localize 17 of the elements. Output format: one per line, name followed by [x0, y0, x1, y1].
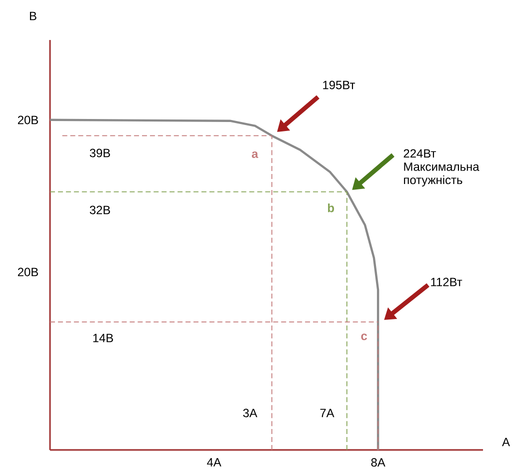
annotation: 32В	[90, 206, 110, 214]
x-tick-label: 4А	[206, 458, 222, 466]
text: 20В	[18, 268, 38, 276]
annotation: 7А	[320, 408, 334, 418]
ref-line-label: a	[252, 151, 258, 158]
text: 195Вт	[323, 80, 356, 90]
ref-line-label: b	[328, 203, 334, 212]
text: В	[30, 12, 36, 20]
annotation: 224Вт Максимальна потужність	[404, 149, 480, 187]
annotation: 14В	[93, 334, 114, 342]
annotation: 39В	[90, 148, 110, 158]
x-axis-title: А	[502, 438, 510, 446]
ref-line-label: c	[361, 334, 368, 340]
text: 20В	[18, 116, 38, 124]
annotation: 112Вт	[431, 278, 462, 286]
x-tick-label: 8А	[371, 458, 386, 467]
annotation: 3А	[243, 408, 258, 418]
